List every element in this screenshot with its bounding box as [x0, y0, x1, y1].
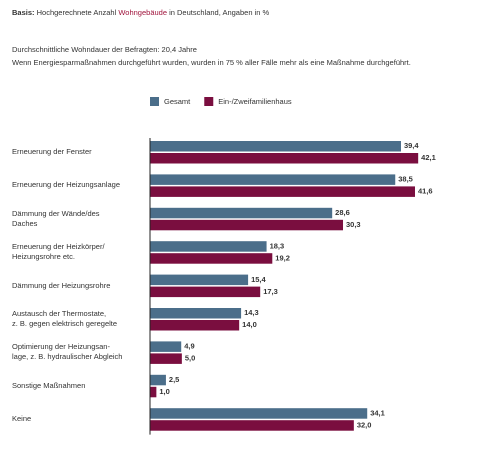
value-label: 2,5: [169, 375, 179, 384]
bar: [150, 219, 344, 231]
legend-label: Gesamt: [164, 97, 191, 106]
bar: [150, 274, 249, 286]
category-label: Dämmung der Heizungsrohre: [12, 280, 111, 290]
bar: [150, 153, 419, 164]
note: Wenn Energiesparmaßnahmen durchgeführt w…: [12, 58, 411, 67]
note: Durchschnittliche Wohndauer der Befragte…: [12, 45, 197, 54]
bar: [150, 241, 267, 252]
legend-swatch: [204, 97, 214, 106]
value-label: 14,0: [242, 320, 257, 329]
bar: [150, 253, 273, 264]
value-label: 38,5: [398, 175, 413, 184]
bar: [150, 186, 415, 197]
bar: [150, 386, 157, 398]
category-label: Erneuerung der Heizungsanlage: [12, 180, 120, 190]
value-label: 17,3: [263, 287, 278, 296]
bar: [150, 320, 240, 331]
bar: [150, 408, 368, 419]
bar: [150, 374, 166, 386]
value-label: 39,4: [404, 141, 419, 150]
value-label: 42,1: [421, 153, 436, 162]
value-label: 32,0: [357, 420, 372, 429]
value-label: 18,3: [270, 241, 285, 250]
category-label: Dämmung der Wände/des Daches: [12, 208, 100, 228]
bar: [150, 207, 333, 219]
basis-text: Hochgerechnete Anzahl: [36, 8, 117, 17]
value-label: 30,3: [346, 220, 361, 229]
basis-highlight: Wohngebäude: [118, 8, 167, 17]
category-label: Sonstige Maßnahmen: [12, 380, 86, 390]
category-label: Optimierung der Heizungsan- lage, z. B. …: [12, 342, 123, 362]
value-label: 28,6: [335, 208, 350, 217]
value-label: 5,0: [185, 354, 195, 363]
value-label: 19,2: [275, 253, 290, 262]
bar: [150, 174, 396, 185]
bar: [150, 286, 261, 298]
category-label: Austausch der Thermostate, z. B. gegen e…: [12, 309, 118, 328]
basis-label: Basis:: [12, 8, 35, 17]
bar: [150, 341, 182, 352]
category-label: Keine: [12, 414, 32, 424]
value-label: 1,0: [159, 387, 169, 396]
value-label: 15,4: [251, 275, 266, 284]
bar: [150, 420, 354, 431]
legend-swatch: [150, 97, 159, 106]
bar: [150, 353, 182, 364]
category-label: Erneuerung der Heizkörper/ Heizungsrohre…: [12, 242, 105, 262]
bar: [150, 308, 242, 319]
value-label: 14,3: [244, 308, 259, 317]
value-label: 34,1: [370, 408, 385, 417]
bar: [150, 141, 401, 152]
value-label: 41,6: [418, 187, 433, 196]
basis: Basis: Hochgerechnete Anzahl Wohngebäude…: [12, 8, 269, 17]
legend-label: Ein-/Zweifamilienhaus: [218, 97, 292, 106]
category-label: Erneuerung der Fenster: [12, 147, 92, 156]
basis-text: in Deutschland, Angaben in %: [169, 8, 270, 17]
value-label: 4,9: [184, 342, 194, 351]
